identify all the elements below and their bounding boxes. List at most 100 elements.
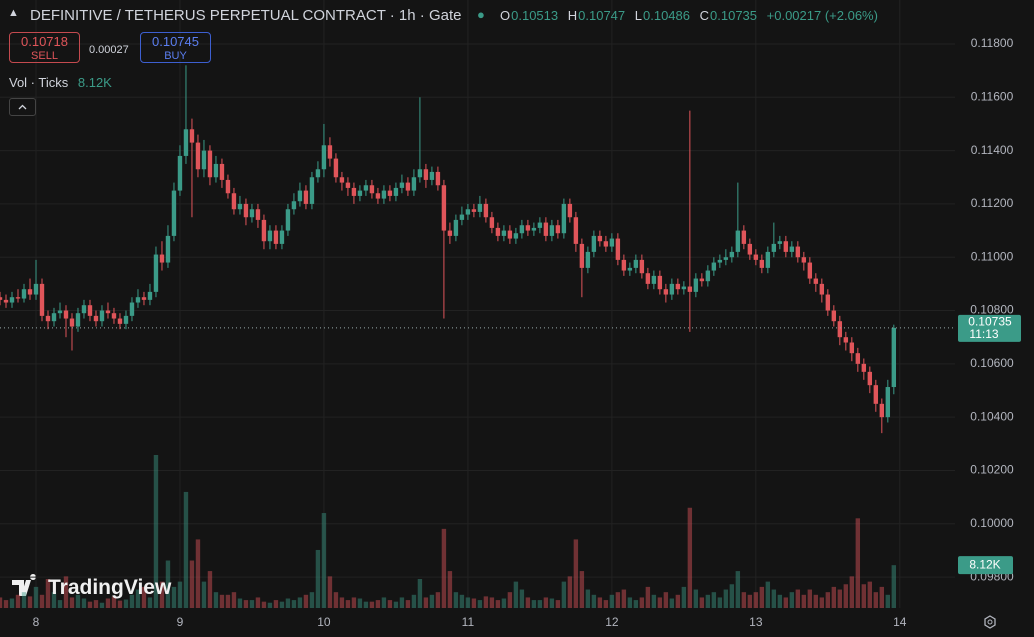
volume-bar xyxy=(207,571,213,608)
volume-bar xyxy=(15,594,21,608)
volume-bar xyxy=(777,594,783,608)
candle-body xyxy=(597,235,603,242)
volume-bar xyxy=(849,576,855,608)
candle-body xyxy=(279,230,285,244)
candle-body xyxy=(873,385,879,404)
price-tag xyxy=(958,314,1021,342)
volume-bar xyxy=(735,571,741,608)
candle-body xyxy=(189,129,195,143)
settings-icon-center xyxy=(987,619,993,625)
brand: TradingView xyxy=(48,576,172,599)
candle-body xyxy=(861,363,867,372)
candle-body xyxy=(363,185,369,191)
candle-body xyxy=(387,190,393,196)
candle-body xyxy=(789,246,795,252)
volume-bar xyxy=(39,594,45,608)
ohlc-value: 0.10513 xyxy=(511,8,559,23)
candle-body xyxy=(429,171,435,180)
volume-title: Vol · Ticks xyxy=(9,75,69,90)
volume-bar xyxy=(279,601,285,608)
collapse-button[interactable] xyxy=(9,98,36,116)
candle-body xyxy=(99,310,105,322)
candle-body xyxy=(393,187,399,196)
volume-bar xyxy=(225,594,231,608)
volume-legend: Vol · Ticks 8.12K xyxy=(9,75,112,90)
candle-body xyxy=(483,203,489,218)
sell-button[interactable]: 0.10718 SELL xyxy=(9,32,80,63)
volume-bar xyxy=(585,589,591,608)
volume-bar xyxy=(453,592,459,608)
candle-body xyxy=(777,241,783,244)
candle-body xyxy=(183,129,189,156)
collapse-icon xyxy=(18,104,27,110)
settings-icon[interactable] xyxy=(984,615,996,629)
candle-body xyxy=(765,251,771,268)
volume-bar xyxy=(609,594,615,608)
volume-bar xyxy=(483,596,489,608)
volume-bar xyxy=(513,581,519,608)
volume-bar xyxy=(237,598,243,608)
candle-body xyxy=(453,219,459,236)
volume-bar xyxy=(111,596,117,608)
volume-bar xyxy=(147,597,153,608)
volume-bar xyxy=(807,589,813,608)
volume-bar xyxy=(285,598,291,608)
candle-body xyxy=(357,190,363,196)
candle-body xyxy=(561,203,567,234)
brand-logo xyxy=(12,574,37,596)
candle-body xyxy=(111,313,117,319)
candle-body xyxy=(273,230,279,244)
volume-bar xyxy=(369,601,375,608)
volume-bar xyxy=(627,597,633,608)
y-tick-label: 0.10200 xyxy=(970,463,1014,477)
x-tick-label: 8 xyxy=(33,615,40,629)
x-tick-label: 9 xyxy=(177,615,184,629)
candle-body xyxy=(231,193,237,210)
volume-bar xyxy=(189,560,195,608)
candle-body xyxy=(621,259,627,271)
volume-bar xyxy=(567,576,573,608)
candle-body xyxy=(843,337,849,343)
candle-body xyxy=(531,227,537,231)
volume-bar xyxy=(687,507,693,608)
volume-bar xyxy=(183,491,189,608)
candle-body xyxy=(609,238,615,247)
volume-bar xyxy=(543,597,549,608)
volume-bar xyxy=(765,581,771,608)
candle-body xyxy=(369,185,375,194)
buy-button[interactable]: 0.10745 BUY xyxy=(140,32,211,63)
volume-value: 8.12K xyxy=(77,75,112,90)
volume-bar xyxy=(423,597,429,608)
candle-body xyxy=(837,321,843,338)
ohlc-letter: L xyxy=(634,8,642,23)
candle-body xyxy=(807,262,813,279)
candle-body xyxy=(501,230,507,236)
volume-bar xyxy=(429,594,435,608)
ohlc-value: 0.10735 xyxy=(710,8,758,23)
volume-bar xyxy=(171,586,177,608)
volume-bar xyxy=(561,581,567,608)
volume-bar xyxy=(783,597,789,608)
candle-body xyxy=(825,294,831,311)
candle-body xyxy=(417,169,423,178)
volume-bar xyxy=(231,592,237,608)
volume-bar xyxy=(789,592,795,608)
volume-bar xyxy=(129,594,135,608)
volume-bar xyxy=(861,584,867,608)
volume-bar xyxy=(633,600,639,608)
volume-bar xyxy=(297,597,303,608)
candle-body xyxy=(3,299,9,303)
candle-body xyxy=(693,278,699,292)
candle-body xyxy=(375,193,381,199)
volume-bar xyxy=(519,589,525,608)
volume-bar xyxy=(879,586,885,608)
candle-body xyxy=(627,267,633,271)
candle-body xyxy=(459,214,465,220)
candle-body xyxy=(45,315,51,322)
candle-body xyxy=(555,225,561,234)
volume-bar xyxy=(387,600,393,608)
volume-bar xyxy=(381,597,387,608)
candle-body xyxy=(117,318,123,324)
candle-body xyxy=(711,262,717,271)
